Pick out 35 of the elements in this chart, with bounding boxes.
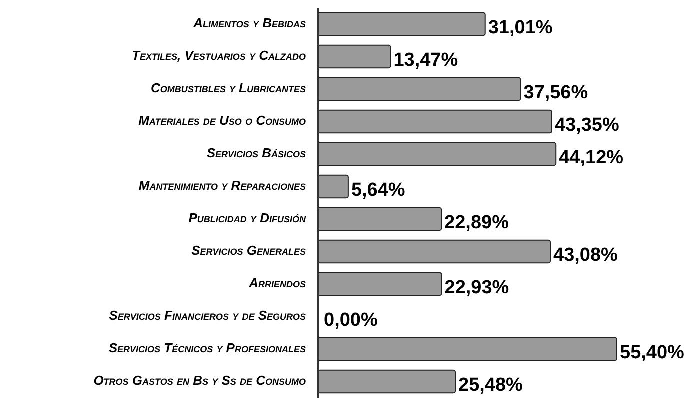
bar	[318, 44, 392, 69]
data-label: 37,56%	[524, 82, 588, 104]
bar	[318, 174, 349, 199]
data-label: 5,64%	[351, 180, 406, 201]
bar	[318, 77, 522, 102]
bar	[318, 110, 552, 134]
y-tick-label: Mantenimiento y Reparaciones	[138, 178, 306, 194]
y-tick-label: Otros Gastos en Bs y Ss de Consumo	[94, 373, 306, 388]
y-tick-label: Servicios Generales	[192, 243, 306, 258]
data-label: 22,93%	[444, 277, 510, 298]
y-tick-label: Publicidad y Difusión	[188, 210, 306, 226]
data-label: 25,48%	[458, 374, 524, 396]
data-label: 43,08%	[554, 244, 618, 266]
bar	[318, 142, 557, 166]
y-tick-label: Materiales de Uso o Consumo	[138, 113, 306, 128]
data-label: 13,47%	[394, 50, 458, 71]
y-tick-label: Textiles, Vestuarios y Calzado	[132, 48, 306, 64]
bar	[318, 240, 552, 264]
bar	[318, 272, 442, 296]
y-tick-label: Alimentos y Bebidas	[192, 16, 306, 31]
data-label: 43,35%	[554, 114, 620, 136]
bar	[318, 207, 442, 232]
y-tick-label: Combustibles y Lubricantes	[150, 80, 306, 96]
y-tick-label: Servicios Financieros y de Seguros	[109, 308, 306, 324]
data-label: 44,12%	[559, 147, 624, 168]
data-label: 55,40%	[620, 342, 685, 364]
bar	[318, 337, 618, 362]
data-label: 0,00%	[324, 310, 378, 331]
bar	[318, 12, 486, 36]
bar	[318, 370, 456, 394]
y-tick-label: Servicios Técnicos y Profesionales	[108, 340, 306, 356]
data-label: 22,89%	[444, 212, 510, 234]
y-tick-label: Servicios Básicos	[206, 146, 306, 161]
y-tick-label: Arriendos	[248, 276, 306, 291]
data-label: 31,01%	[488, 17, 553, 38]
